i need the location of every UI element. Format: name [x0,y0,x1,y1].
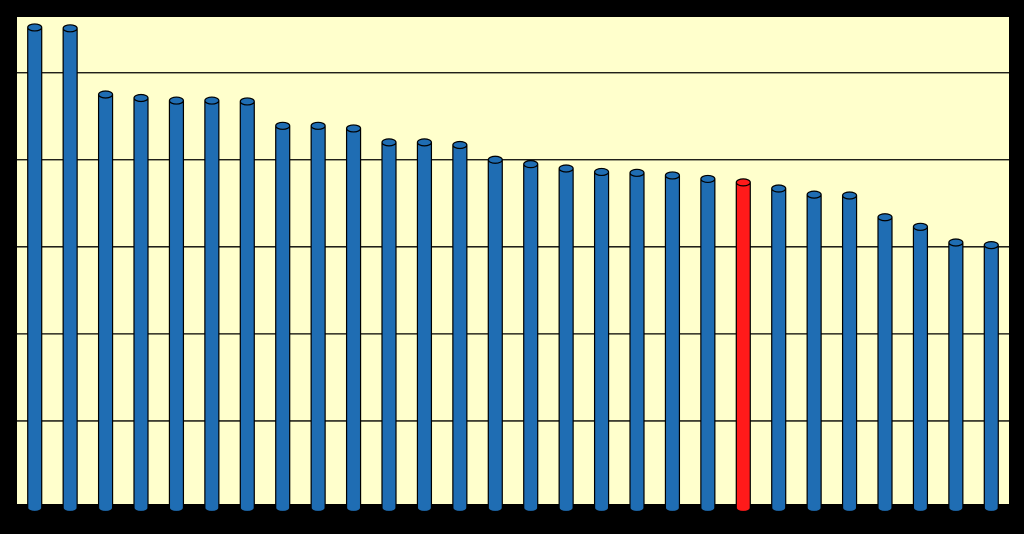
bar [629,168,645,513]
bar [877,213,893,513]
bar [133,93,149,513]
bar [523,160,539,513]
bar [416,138,433,513]
bar [593,167,610,513]
bar [239,97,255,513]
bar [487,155,503,513]
bar [983,240,999,513]
bar [97,90,114,513]
bar [948,238,964,513]
bar [275,121,291,513]
bar [558,164,574,513]
bar [735,178,751,513]
bar [62,24,78,513]
bar [452,140,468,513]
bar [381,138,397,513]
bar [310,121,326,513]
bar [27,23,43,513]
bar [664,171,681,513]
plot-area [17,17,1009,508]
bar [771,184,787,513]
bar [806,190,822,513]
bar [345,124,362,513]
bar [204,96,220,513]
bar [841,191,858,513]
bar [912,222,929,513]
bar [700,174,716,513]
floor [12,504,1012,514]
bar [168,96,185,513]
